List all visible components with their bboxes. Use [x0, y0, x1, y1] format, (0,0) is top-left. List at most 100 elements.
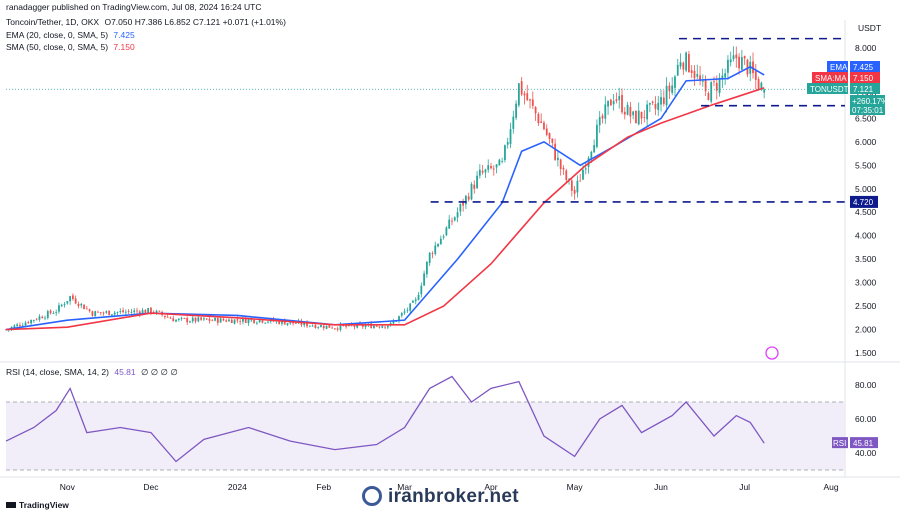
ema-legend: EMA (20, close, 0, SMA, 5) 7.425 [6, 30, 135, 40]
rsi-tag-box [832, 437, 848, 449]
candle-body [651, 101, 654, 103]
candle-body [465, 195, 467, 205]
indicator-value-text: 7.121 [853, 85, 874, 94]
candle-body [378, 326, 381, 328]
candle-body [250, 319, 253, 321]
candle-body [743, 55, 746, 59]
candle-body [598, 117, 601, 126]
candle-body [690, 70, 693, 74]
tradingview-logo-icon [6, 502, 16, 508]
candle-body [470, 184, 473, 200]
candle-body [476, 175, 478, 189]
candle-body [665, 85, 668, 106]
price-tick-label: 3.500 [855, 254, 877, 264]
symbol-line: Toncoin/Tether, 1D, OKX [6, 17, 100, 27]
candle-body [203, 318, 205, 320]
candle-body [74, 298, 77, 304]
candle-body [364, 325, 367, 328]
rsi-tick-label: 40.00 [855, 448, 877, 458]
rsi-line [5, 375, 765, 463]
candle-body [713, 81, 715, 83]
candle-body [244, 318, 247, 323]
sma-legend-label: SMA (50, close, 0, SMA, 5) [6, 42, 109, 52]
price-tick-label: 6.500 [855, 113, 877, 123]
candle-body [66, 301, 69, 304]
candle-body [721, 75, 724, 80]
candle-body [183, 318, 186, 319]
candle-body [632, 111, 635, 116]
candle-body [289, 321, 292, 324]
candle-body [35, 319, 38, 321]
candle-body [208, 318, 211, 321]
rsi-legend-extra: ∅ ∅ ∅ ∅ [141, 367, 178, 377]
lightning-icon [765, 346, 779, 360]
candle-body [412, 300, 414, 303]
candle-body [593, 144, 596, 153]
candle-body [403, 311, 406, 313]
candle-body [526, 93, 529, 101]
candle-body [398, 316, 400, 321]
candle-body [409, 303, 412, 311]
candle-body [328, 324, 331, 328]
price-tick-label: 4.500 [855, 207, 877, 217]
candle-body [325, 325, 328, 329]
price-tick-label: 1.500 [855, 348, 877, 358]
candle-body [158, 310, 161, 312]
candle-body [509, 129, 512, 144]
candle-body [704, 79, 707, 92]
candle-body [60, 304, 63, 306]
indicator-value-box [850, 72, 880, 83]
candle-body [746, 59, 749, 75]
candle-body [116, 311, 119, 313]
time-tick-label: 2024 [228, 482, 247, 492]
candle-body [621, 94, 623, 113]
candle-body [529, 99, 531, 101]
candle-body [727, 59, 729, 73]
price-tick-label: 5.500 [855, 160, 877, 170]
candle-body [222, 318, 225, 321]
candle-body [105, 311, 108, 313]
candle-body [579, 180, 582, 182]
time-tick-label: Jul [739, 482, 750, 492]
candle-body [373, 325, 375, 329]
price-change-box [850, 95, 885, 115]
candle-body [557, 157, 559, 161]
candle-body [657, 102, 660, 110]
indicator-value-text: 7.150 [853, 74, 874, 83]
candle-body [63, 304, 66, 306]
candle-body [406, 309, 409, 311]
candle-body [386, 325, 389, 328]
candle-body [127, 311, 130, 312]
candle-body [484, 169, 487, 173]
candle-body [320, 325, 322, 328]
indicator-tag-box [827, 61, 848, 72]
rsi-tick-label: 80.00 [855, 380, 877, 390]
candle-body [102, 312, 105, 314]
candle-body [311, 325, 314, 327]
candle-body [370, 323, 373, 329]
candle-body [612, 100, 615, 105]
candle-body [637, 110, 640, 125]
candle-body [258, 319, 261, 323]
candle-body [225, 320, 228, 322]
candle-body [108, 310, 111, 316]
candle-body [531, 99, 534, 106]
candle-body [760, 82, 763, 89]
candle-body [38, 316, 41, 320]
candle-body [230, 319, 233, 324]
rsi-legend-label: RSI (14, close, SMA, 14, 2) [6, 367, 109, 377]
candle-body [58, 305, 60, 312]
candle-body [517, 83, 520, 106]
tradingview-logo[interactable]: TradingView [6, 500, 69, 510]
candle-body [710, 82, 713, 102]
candle-body [155, 310, 158, 314]
candle-body [504, 145, 506, 161]
candle-body [21, 325, 24, 327]
candle-body [445, 227, 448, 236]
candle-body [492, 168, 495, 170]
candle-body [236, 319, 239, 321]
candle-body [150, 307, 152, 313]
candle-body [191, 317, 194, 322]
